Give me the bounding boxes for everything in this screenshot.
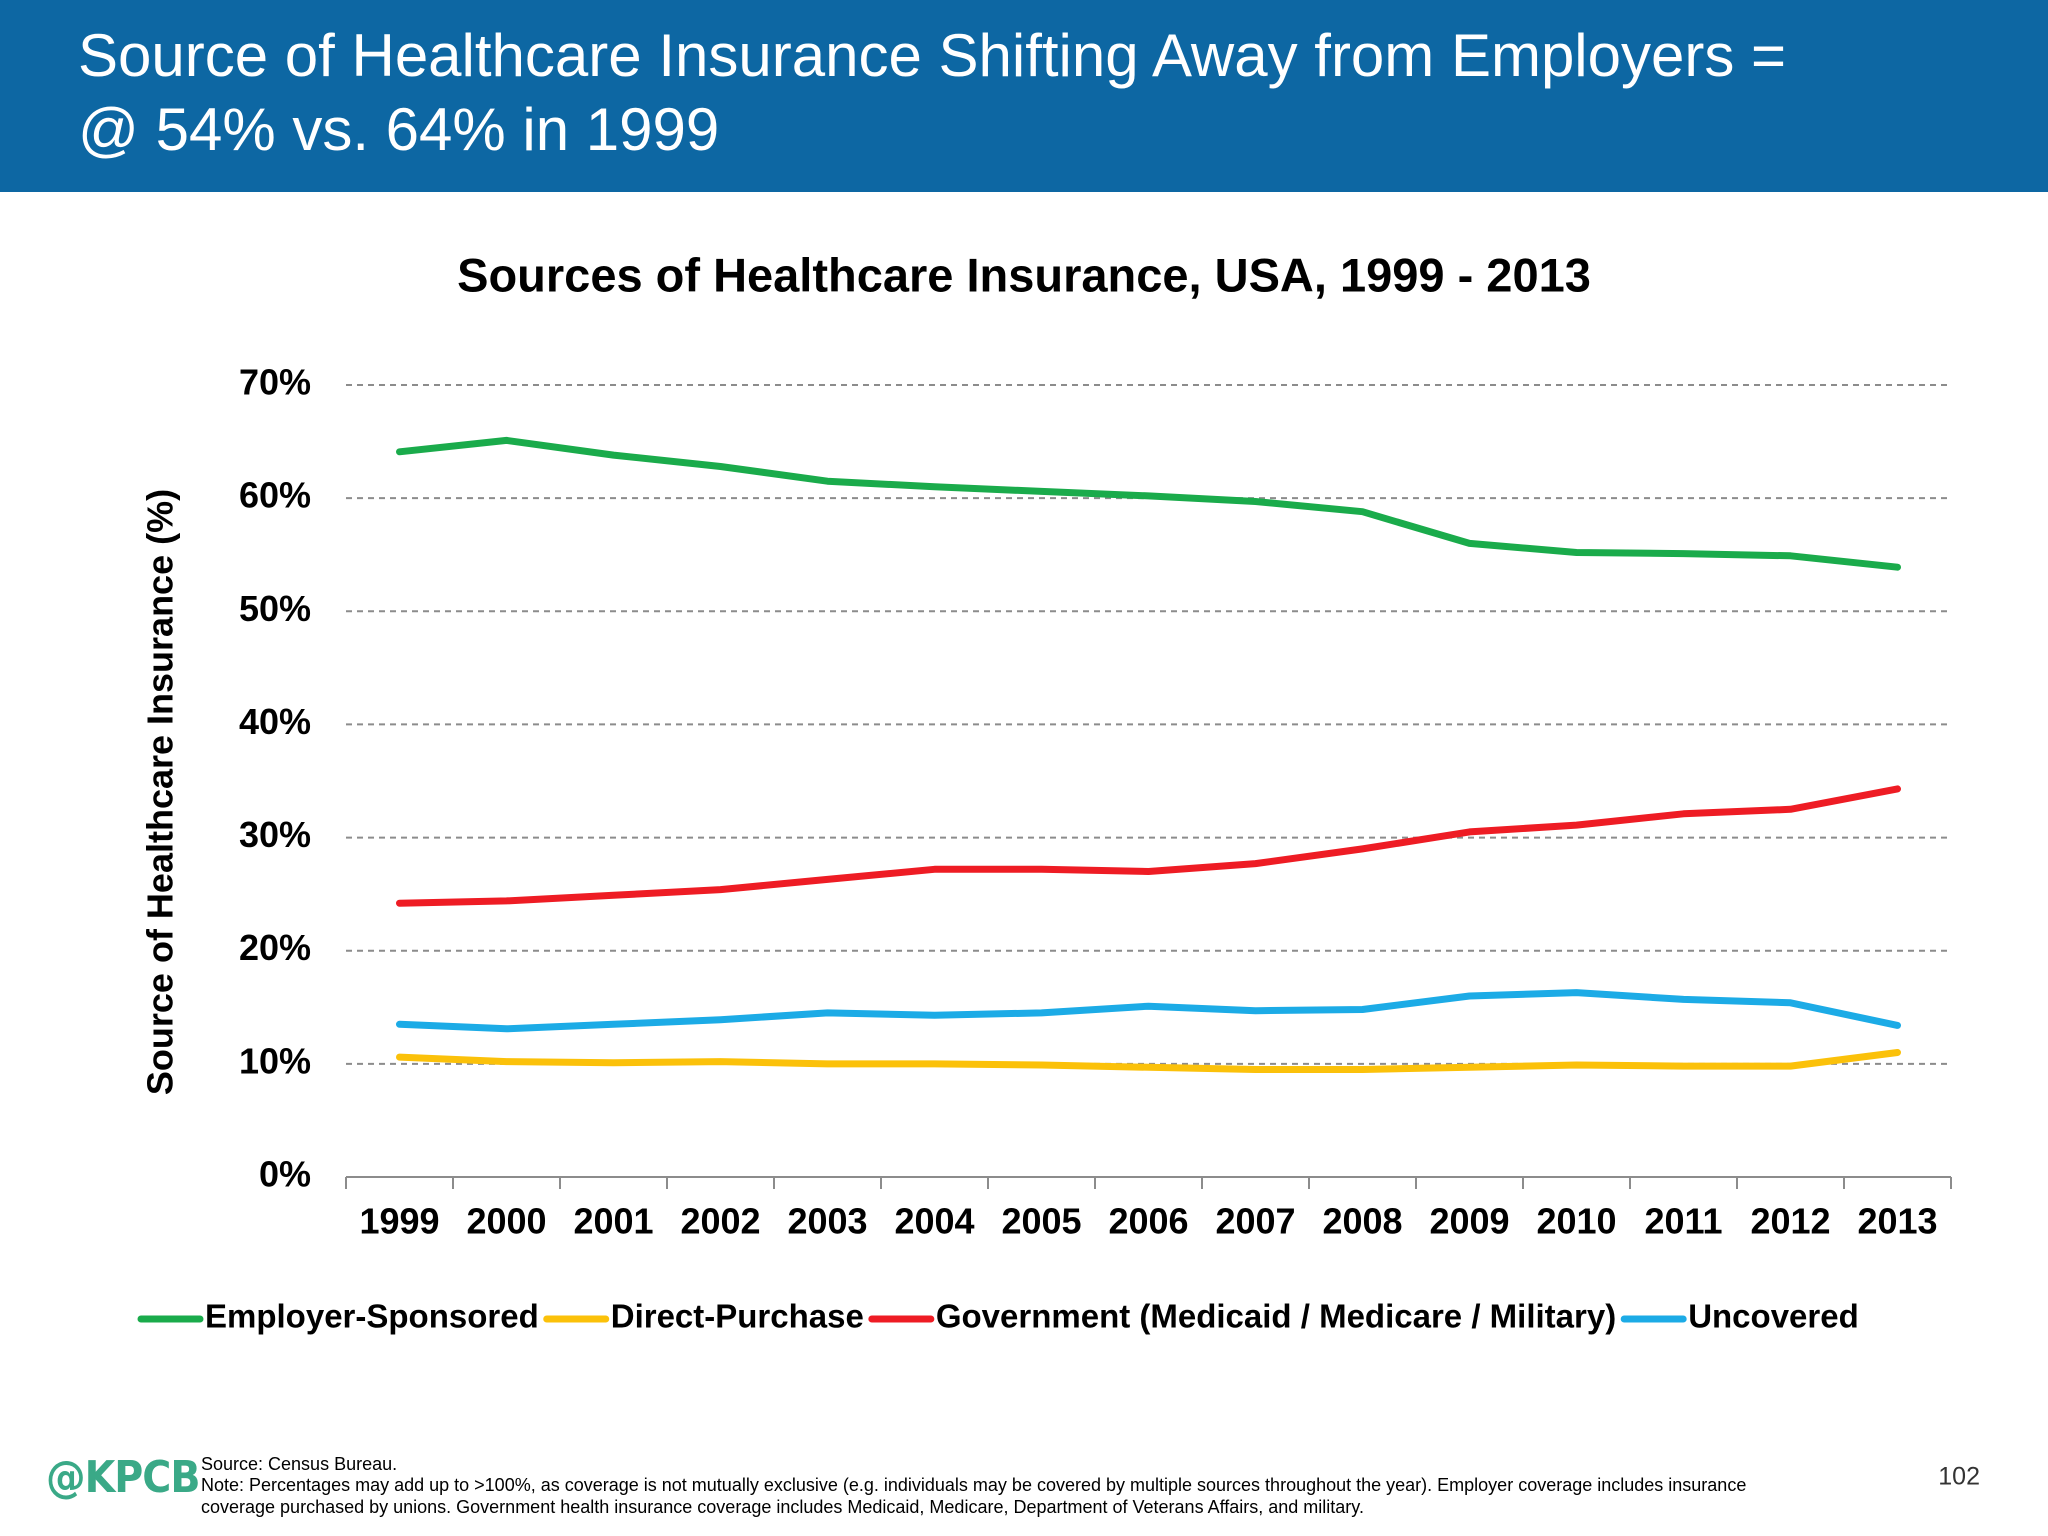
x-tick-label: 2005 xyxy=(1001,1201,1081,1242)
x-tick-label: 2011 xyxy=(1644,1201,1722,1242)
y-tick-label: 30% xyxy=(239,814,311,855)
series-line xyxy=(396,785,1901,907)
x-tick-label: 2000 xyxy=(466,1201,546,1242)
page-number: 102 xyxy=(1938,1463,1980,1491)
x-tick-label: 2013 xyxy=(1857,1201,1937,1242)
note: coverage purchased by unions. Government… xyxy=(201,1497,1364,1517)
x-tick-label: 2001 xyxy=(573,1201,653,1242)
logo: @KPCB xyxy=(46,1452,200,1503)
y-tick-label: 70% xyxy=(239,362,311,403)
x-tick-label: 1999 xyxy=(359,1201,439,1242)
x-tick-label: 2006 xyxy=(1108,1201,1188,1242)
y-axis-title: Source of Healthcare Insurance (%) xyxy=(140,489,181,1095)
series-line xyxy=(396,1049,1901,1073)
slide-title: @ 54% vs. 64% in 1999 xyxy=(78,96,719,163)
x-tick-label: 2010 xyxy=(1536,1201,1616,1242)
x-tick-label: 2012 xyxy=(1750,1201,1830,1242)
plot: 0% 10% 20% 30% 40% 50% 60% 70% 1999 2000 2001 2002 2… xyxy=(137,362,1952,1335)
slide-title: Source of Healthcare Insurance Shifting … xyxy=(78,22,1786,89)
x-tick-label: 2003 xyxy=(787,1201,867,1242)
legend-label: Employer-Sponsored xyxy=(205,1298,539,1335)
note: Note: Percentages may add up to >100%, a… xyxy=(201,1475,1746,1495)
y-tick-label: 50% xyxy=(239,588,311,629)
legend-label: Direct-Purchase xyxy=(611,1298,864,1335)
series-line xyxy=(396,436,1901,571)
legend-label: Government (Medicaid / Medicare / Milita… xyxy=(936,1298,1616,1335)
x-tick-label: 2002 xyxy=(680,1201,760,1242)
y-tick-label: 20% xyxy=(239,927,311,968)
series-line xyxy=(396,989,1901,1033)
legend-label: Uncovered xyxy=(1688,1298,1859,1335)
y-tick-label: 40% xyxy=(239,701,311,742)
x-tick-label: 2004 xyxy=(894,1201,974,1242)
chart-title: Sources of Healthcare Insurance, USA, 19… xyxy=(457,248,1591,301)
header-band xyxy=(0,0,2048,192)
y-tick-label: 10% xyxy=(239,1040,311,1081)
x-tick-label: 2008 xyxy=(1322,1201,1402,1242)
y-tick-label: 0% xyxy=(259,1154,311,1195)
y-tick-label: 60% xyxy=(239,475,311,516)
source-note: Source: Census Bureau. xyxy=(201,1454,397,1474)
x-tick-label: 2007 xyxy=(1215,1201,1295,1242)
x-tick-label: 2009 xyxy=(1429,1201,1509,1242)
